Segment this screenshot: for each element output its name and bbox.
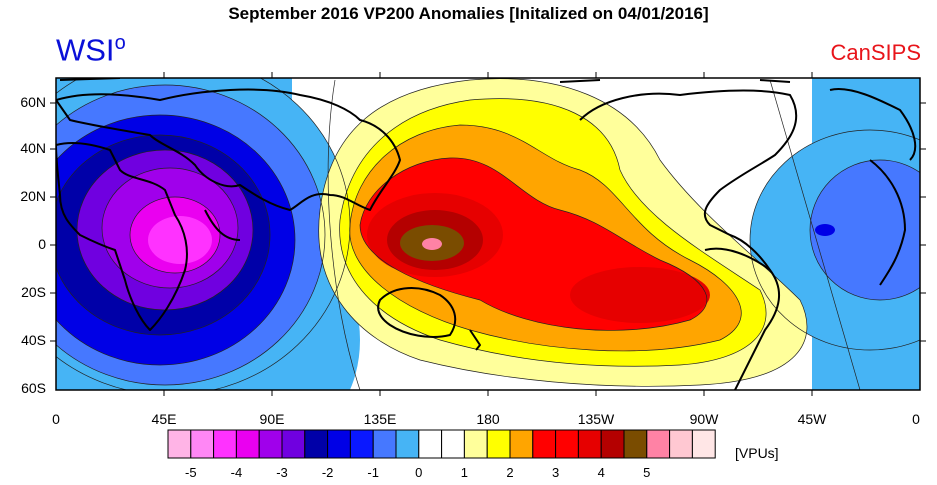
colorbar-swatch xyxy=(258,429,283,459)
colorbar-tick-label: -3 xyxy=(276,465,288,480)
colorbar-swatch xyxy=(418,429,443,459)
colorbar-swatch xyxy=(577,429,602,459)
coastlines xyxy=(56,78,917,390)
lat-label: 60N xyxy=(20,94,46,110)
colorbar-swatch xyxy=(395,429,420,459)
lon-label: 135W xyxy=(577,411,615,427)
colorbar-swatch xyxy=(555,429,579,459)
india-coast xyxy=(204,209,241,241)
colorbar-swatch xyxy=(600,429,625,459)
eurasia-coast xyxy=(56,88,401,211)
colorbar-swatch xyxy=(304,429,329,459)
colorbar-swatch xyxy=(167,429,192,459)
colorbar-swatch xyxy=(669,429,693,459)
australia-coast xyxy=(377,287,457,338)
lat-label: 40S xyxy=(21,332,46,348)
colorbar-swatch xyxy=(532,429,557,459)
lon-label: 45W xyxy=(797,411,827,427)
colorbar-tick-label: 0 xyxy=(415,465,423,480)
colorbar-swatch xyxy=(190,429,215,459)
field-contour-minus4-5 xyxy=(148,216,212,264)
colorbar-tick-label: -5 xyxy=(185,465,197,480)
colorbar-tick-label: 3 xyxy=(551,465,560,480)
chart-title: September 2016 VP200 Anomalies [Initaliz… xyxy=(228,4,709,23)
colorbar-tick-label: -4 xyxy=(230,465,243,480)
colorbar-swatch xyxy=(327,429,351,459)
colorbar-swatch xyxy=(372,429,397,459)
colorbar xyxy=(167,429,716,459)
wsi-logo: WSIo xyxy=(56,32,126,68)
lon-label: 90E xyxy=(259,411,285,427)
europe-coast xyxy=(829,88,917,161)
field-atlantic-core xyxy=(815,224,835,236)
axis-ticks xyxy=(50,72,926,396)
lat-label: 0 xyxy=(38,236,46,252)
colorbar-tick-label: 4 xyxy=(597,465,605,480)
colorbar-swatch xyxy=(463,429,488,459)
south-america-coast xyxy=(704,247,781,390)
colorbar-tick-label: -1 xyxy=(367,465,379,480)
colorbar-tick-label: 2 xyxy=(506,465,514,480)
colorbar-swatch xyxy=(281,429,306,459)
new-zealand-coast xyxy=(469,329,481,351)
colorbar-tick-label: 1 xyxy=(460,465,468,480)
colorbar-tick-label: -2 xyxy=(321,465,334,480)
lat-label: 20S xyxy=(21,284,46,300)
colorbar-tick-label: 5 xyxy=(643,465,651,480)
lat-label: 40N xyxy=(20,140,46,156)
north-america-coast xyxy=(579,89,798,271)
lon-label: 0 xyxy=(52,411,60,427)
lon-label: 0 xyxy=(912,411,920,427)
colorbar-swatch xyxy=(646,429,671,459)
colorbar-swatch xyxy=(623,429,648,459)
field-contour-plus4-5 xyxy=(422,238,442,250)
africa-coast xyxy=(56,141,188,331)
lat-label: 60S xyxy=(21,380,46,396)
lon-label: 135E xyxy=(363,411,397,427)
colorbar-swatch xyxy=(213,429,237,459)
contour-lines xyxy=(56,78,920,390)
colorbar-swatch xyxy=(691,429,716,459)
colorbar-swatch xyxy=(349,429,374,459)
lat-label: 20N xyxy=(20,188,46,204)
colorbar-swatch xyxy=(235,429,260,459)
colorbar-units: [VPUs] xyxy=(735,445,779,461)
colorbar-swatch xyxy=(509,429,534,459)
colorbar-swatch xyxy=(441,429,465,459)
anomaly-field xyxy=(56,78,920,390)
lon-label: 90W xyxy=(689,411,719,427)
field-contour-plus3-east xyxy=(570,267,710,323)
model-label: CanSIPS xyxy=(830,40,922,65)
west-africa-coast xyxy=(869,159,906,286)
lon-label: 180 xyxy=(476,411,500,427)
lon-label: 45E xyxy=(151,411,177,427)
colorbar-swatch xyxy=(486,429,511,459)
